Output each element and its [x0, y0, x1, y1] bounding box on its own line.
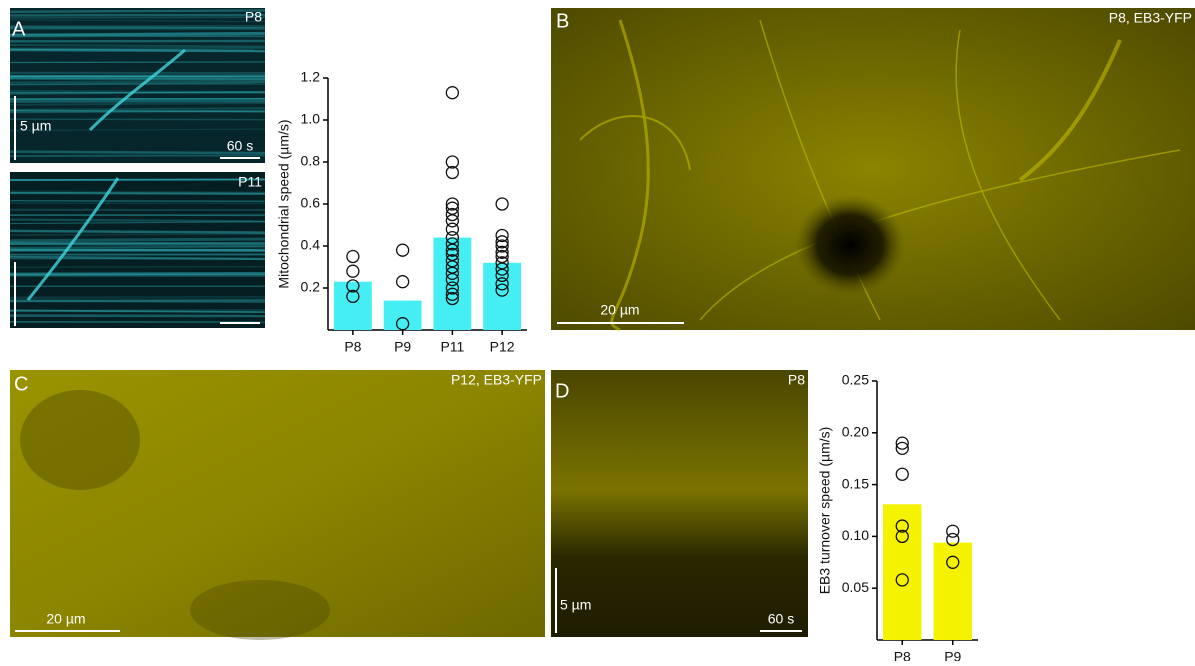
- data-point: [397, 244, 409, 256]
- shade: [190, 580, 330, 640]
- texture-line: [10, 155, 265, 156]
- panel-label: B: [556, 10, 569, 32]
- scale-label: 20 µm: [600, 302, 639, 318]
- texture-line: [10, 301, 265, 302]
- x-tick-label: P8: [344, 339, 361, 355]
- bar: [934, 543, 972, 640]
- y-tick-label: 0.05: [842, 579, 869, 595]
- scale-label: 20 µm: [46, 611, 85, 627]
- x-tick-label: P9: [944, 649, 961, 661]
- panel-label: D: [555, 380, 569, 402]
- x-tick-label: P9: [394, 339, 411, 355]
- panel-title: P8: [245, 9, 262, 25]
- y-tick-label: 1.2: [301, 69, 321, 85]
- texture-line: [10, 231, 265, 233]
- y-tick-label: 0.4: [301, 237, 321, 253]
- data-point: [347, 265, 359, 277]
- panel-title: P11: [238, 174, 262, 190]
- data-point: [446, 87, 458, 99]
- scale-label: 5 µm: [20, 118, 51, 134]
- data-point: [347, 251, 359, 263]
- texture-line: [10, 27, 265, 28]
- bar: [883, 504, 921, 640]
- bar: [384, 301, 422, 330]
- texture-line: [10, 243, 265, 244]
- texture-line: [10, 78, 265, 79]
- scale-label: 60 s: [227, 138, 253, 154]
- texture-line: [10, 239, 265, 241]
- data-point: [397, 276, 409, 288]
- scale-label: 5 µm: [560, 597, 591, 613]
- y-tick-label: 0.8: [301, 153, 321, 169]
- y-tick-label: 0.20: [842, 424, 869, 440]
- texture-line: [10, 62, 265, 63]
- y-tick-label: 0.6: [301, 195, 321, 211]
- texture-line: [10, 193, 265, 194]
- texture-line: [10, 17, 265, 18]
- y-tick-label: 0.25: [842, 372, 869, 388]
- panel-label: A: [12, 18, 26, 40]
- texture-line: [10, 247, 265, 248]
- texture-line: [10, 91, 265, 92]
- texture-line: [10, 310, 265, 311]
- texture-line: [10, 201, 265, 202]
- panel-title: P8: [788, 372, 805, 388]
- data-point: [896, 437, 908, 449]
- y-tick-label: 0.2: [301, 279, 321, 295]
- bar: [334, 282, 372, 330]
- data-point: [896, 442, 908, 454]
- shade: [20, 390, 140, 490]
- y-tick-label: 0.15: [842, 475, 869, 491]
- y-axis-label: Mitochondrial speed (µm/s): [276, 119, 292, 288]
- x-tick-label: P11: [440, 339, 464, 355]
- panel-title: P8, EB3-YFP: [1109, 10, 1192, 26]
- panel-title: P12, EB3-YFP: [451, 372, 542, 388]
- texture-line: [10, 10, 265, 11]
- texture-line: [10, 179, 265, 180]
- y-tick-label: 1.0: [301, 111, 321, 127]
- data-point: [896, 468, 908, 480]
- y-tick-label: 0.10: [842, 527, 869, 543]
- data-point: [496, 198, 508, 210]
- panel-label: C: [14, 373, 28, 395]
- bar: [433, 238, 471, 330]
- scale-label: 60 s: [768, 611, 794, 627]
- cell-body: [795, 195, 905, 295]
- x-tick-label: P8: [894, 649, 911, 661]
- x-tick-label: P12: [490, 339, 515, 355]
- texture-line: [10, 255, 265, 256]
- texture-line: [10, 234, 265, 235]
- y-axis-label: EB3 turnover speed (µm/s): [817, 427, 833, 595]
